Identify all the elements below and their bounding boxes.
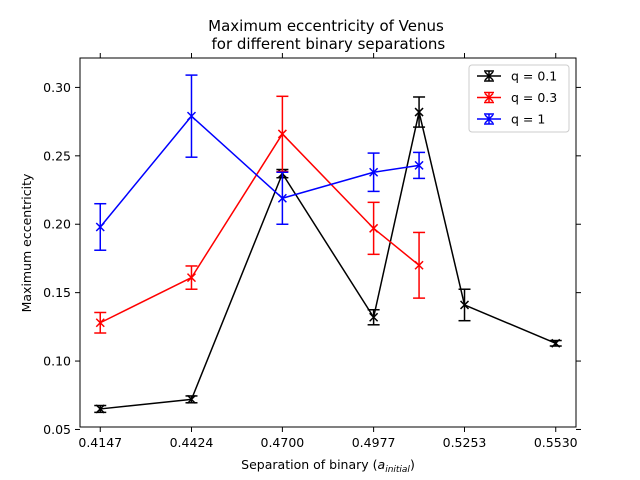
chart-title-line-1: Maximum eccentricity of Venus	[208, 17, 444, 35]
data-point	[369, 312, 379, 322]
x-tick-label: 0.4147	[78, 435, 122, 450]
series-1	[94, 95, 426, 334]
x-tick-label: 0.4700	[261, 435, 305, 450]
legend-label: q = 0.1	[511, 69, 557, 84]
data-point	[95, 318, 105, 328]
chart-title-line-2: for different binary separations	[207, 35, 446, 53]
y-tick-label: 0.10	[43, 354, 71, 369]
data-point	[186, 394, 197, 404]
data-point	[95, 222, 105, 232]
data-point	[186, 273, 197, 283]
x-tick-label: 0.5253	[443, 435, 487, 450]
y-tick-label: 0.05	[43, 422, 71, 437]
legend-marker	[484, 92, 494, 103]
data-point	[551, 338, 561, 348]
x-tick-label: 0.4424	[170, 435, 214, 450]
legend-entry-0: q = 0.1	[477, 69, 557, 84]
data-point	[414, 160, 424, 170]
series-layer	[94, 74, 562, 414]
y-tick-label: 0.20	[43, 217, 71, 232]
data-point	[186, 111, 197, 121]
x-tick-label: 0.5530	[534, 435, 578, 450]
legend-marker	[484, 71, 494, 81]
data-point	[369, 167, 379, 177]
data-point	[369, 223, 379, 233]
data-point	[414, 107, 424, 117]
legend-marker	[484, 114, 494, 124]
legend-label: q = 1	[511, 112, 545, 127]
data-point	[459, 300, 470, 310]
y-axis-label: Maximum eccentricity	[19, 173, 34, 312]
plot-frame	[79, 57, 577, 428]
legend: q = 0.1 q = 0.3 q = 1	[468, 64, 570, 133]
x-tick-label: 0.4977	[352, 435, 396, 450]
y-tick-label: 0.30	[43, 80, 71, 95]
data-point	[277, 129, 287, 139]
data-point	[277, 193, 287, 203]
series-2	[94, 74, 426, 251]
legend-label: q = 0.3	[511, 90, 557, 105]
data-point	[414, 260, 424, 270]
y-tick-label: 0.15	[43, 285, 71, 300]
y-tick-label: 0.25	[43, 148, 71, 163]
legend-entry-1: q = 0.3	[477, 90, 557, 105]
legend-entry-2: q = 1	[477, 112, 545, 127]
data-point	[95, 404, 105, 414]
axes: 0.4147 0.4424 0.4700 0.4977 0.5253 0.5530 0.05…	[43, 53, 581, 450]
x-axis-label: Separation of binary (ainitial)	[241, 457, 415, 475]
